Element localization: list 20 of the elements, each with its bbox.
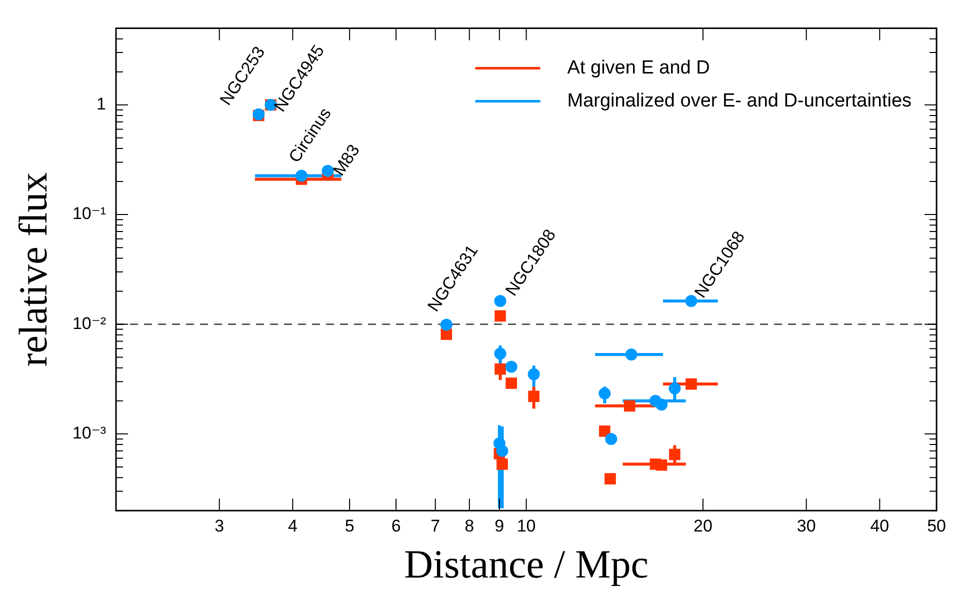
- x-tick-label: 10: [516, 516, 536, 536]
- x-tick-label: 30: [796, 516, 816, 536]
- x-axis-title: Distance / Mpc: [404, 542, 648, 586]
- x-tick-label: 20: [694, 516, 712, 536]
- x-tick-label: 8: [464, 516, 474, 536]
- x-tick-label: 3: [214, 516, 224, 536]
- x-tick-label: 5: [344, 516, 354, 536]
- x-tick-label: 4: [288, 516, 298, 536]
- legend-label: At given E and D: [567, 57, 710, 78]
- y-axis-title: relative flux: [10, 172, 56, 367]
- x-tick-label: 40: [870, 516, 890, 536]
- y-tick-label: 10⁻³: [72, 424, 106, 443]
- x-tick-label: 7: [430, 516, 440, 536]
- y-tick-label: 10⁻¹: [72, 204, 106, 224]
- x-tick-label: 50: [927, 516, 946, 536]
- x-tick-label: 9: [494, 516, 504, 536]
- y-tick-label: 10⁻²: [72, 314, 106, 333]
- y-tick-label: 1: [96, 94, 106, 114]
- x-tick-label: 6: [391, 516, 401, 536]
- legend-label: Marginalized over E- and D-uncertainties: [567, 90, 912, 112]
